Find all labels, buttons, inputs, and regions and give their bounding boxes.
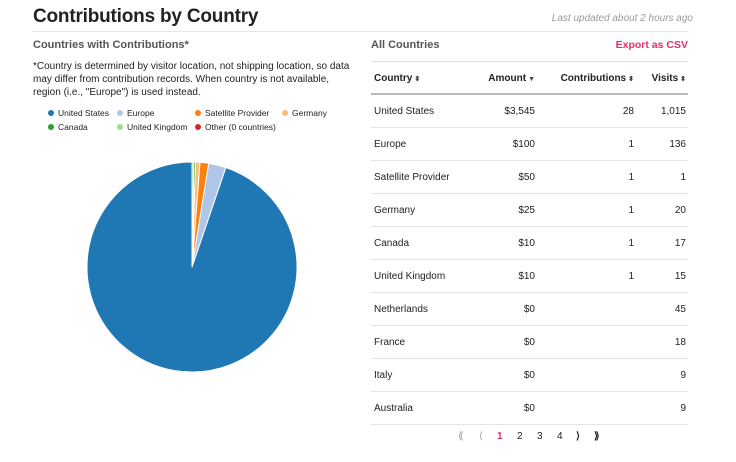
last-page-icon[interactable]: ⟫ xyxy=(594,431,600,442)
cell-country: Satellite Provider xyxy=(374,172,450,183)
page-2-link[interactable]: 2 xyxy=(517,431,523,442)
cell-visits: 9 xyxy=(680,370,686,381)
page-title: Contributions by Country xyxy=(33,6,259,27)
cell-country: Italy xyxy=(374,370,393,381)
legend-dot-icon xyxy=(282,110,288,116)
cell-visits: 20 xyxy=(674,205,686,216)
pie-slice-united-kingdom xyxy=(191,161,195,268)
sort-icon: ⬍ xyxy=(414,76,421,83)
last-updated-text: Last updated about 2 hours ago xyxy=(551,13,693,24)
sort-icon: ⬍ xyxy=(680,76,686,83)
legend-dot-icon xyxy=(48,110,54,116)
cell-visits: 45 xyxy=(674,304,686,315)
table-row: United States $3,545 28 1,015 xyxy=(371,95,688,128)
cell-visits: 9 xyxy=(680,403,686,414)
cell-contributions: 1 xyxy=(628,271,634,282)
cell-amount: $0 xyxy=(523,304,535,315)
cell-amount: $100 xyxy=(512,139,535,150)
contributions-pie-chart xyxy=(86,161,298,373)
table-row: Italy $0 9 xyxy=(371,359,688,392)
pagination: ⟪ ⟨ 1 2 3 4 ⟩ ⟫ xyxy=(458,431,608,445)
cell-contributions: 1 xyxy=(628,238,634,249)
cell-contributions: 1 xyxy=(628,172,634,183)
cell-amount: $3,545 xyxy=(504,106,535,117)
column-header-country[interactable]: Country ⬍ xyxy=(374,73,421,84)
cell-contributions: 28 xyxy=(622,106,634,117)
legend-dot-icon xyxy=(195,124,201,130)
cell-amount: $50 xyxy=(518,172,535,183)
page-4-link[interactable]: 4 xyxy=(557,431,563,442)
cell-amount: $25 xyxy=(518,205,535,216)
legend-item-united-kingdom: United Kingdom xyxy=(117,122,187,132)
legend-item-europe: Europe xyxy=(117,108,154,118)
table-row: Canada $10 1 17 xyxy=(371,227,688,260)
sort-icon: ⬍ xyxy=(628,76,634,83)
cell-amount: $0 xyxy=(523,370,535,381)
legend-item-other: Other (0 countries) xyxy=(195,122,276,132)
legend-item-germany: Germany xyxy=(282,108,327,118)
sort-desc-icon: ▼ xyxy=(528,76,535,83)
cell-country: United Kingdom xyxy=(374,271,446,282)
prev-page-icon[interactable]: ⟨ xyxy=(479,431,483,442)
cell-visits: 1,015 xyxy=(660,106,686,117)
legend-item-united-states: United States xyxy=(48,108,109,118)
countries-table: Country ⬍ Amount ▼ Contributions ⬍ Visits ⬍ … xyxy=(371,61,688,425)
export-csv-link[interactable]: Export as CSV xyxy=(615,39,688,51)
page-3-link[interactable]: 3 xyxy=(537,431,543,442)
cell-contributions: 1 xyxy=(628,205,634,216)
table-row: United Kingdom $10 1 15 xyxy=(371,260,688,293)
header-divider xyxy=(33,31,688,32)
legend-dot-icon xyxy=(48,124,54,130)
table-row: France $0 18 xyxy=(371,326,688,359)
cell-visits: 15 xyxy=(674,271,686,282)
column-header-contributions[interactable]: Contributions ⬍ xyxy=(560,73,634,84)
cell-visits: 18 xyxy=(674,337,686,348)
cell-amount: $0 xyxy=(523,403,535,414)
first-page-icon[interactable]: ⟪ xyxy=(458,431,464,442)
cell-visits: 136 xyxy=(669,139,686,150)
cell-country: Canada xyxy=(374,238,410,249)
next-page-icon[interactable]: ⟩ xyxy=(576,431,580,442)
all-countries-heading: All Countries xyxy=(371,39,440,51)
cell-country: France xyxy=(374,337,406,348)
legend-item-canada: Canada xyxy=(48,122,88,132)
cell-visits: 1 xyxy=(680,172,686,183)
cell-amount: $10 xyxy=(518,238,535,249)
column-header-visits[interactable]: Visits ⬍ xyxy=(651,73,686,84)
legend-item-satellite-provider: Satellite Provider xyxy=(195,108,269,118)
cell-country: Germany xyxy=(374,205,416,216)
table-row: Satellite Provider $50 1 1 xyxy=(371,161,688,194)
table-row: Europe $100 1 136 xyxy=(371,128,688,161)
countries-with-contributions-heading: Countries with Contributions* xyxy=(33,39,189,51)
cell-country: United States xyxy=(374,106,435,117)
cell-country: Netherlands xyxy=(374,304,428,315)
cell-amount: $10 xyxy=(518,271,535,282)
page-header: Contributions by Country Last updated ab… xyxy=(33,6,693,32)
table-row: Australia $0 9 xyxy=(371,392,688,425)
table-row: Netherlands $0 45 xyxy=(371,293,688,326)
legend-dot-icon xyxy=(117,110,123,116)
cell-contributions: 1 xyxy=(628,139,634,150)
table-row: Germany $25 1 20 xyxy=(371,194,688,227)
legend-dot-icon xyxy=(117,124,123,130)
cell-country: Europe xyxy=(374,139,407,150)
page-1-link[interactable]: 1 xyxy=(497,431,503,442)
cell-visits: 17 xyxy=(674,238,686,249)
cell-country: Australia xyxy=(374,403,413,414)
column-header-amount[interactable]: Amount ▼ xyxy=(488,73,535,84)
cell-amount: $0 xyxy=(523,337,535,348)
legend-dot-icon xyxy=(195,110,201,116)
table-header: Country ⬍ Amount ▼ Contributions ⬍ Visits ⬍ xyxy=(371,61,688,95)
country-note: *Country is determined by visitor locati… xyxy=(33,61,350,98)
